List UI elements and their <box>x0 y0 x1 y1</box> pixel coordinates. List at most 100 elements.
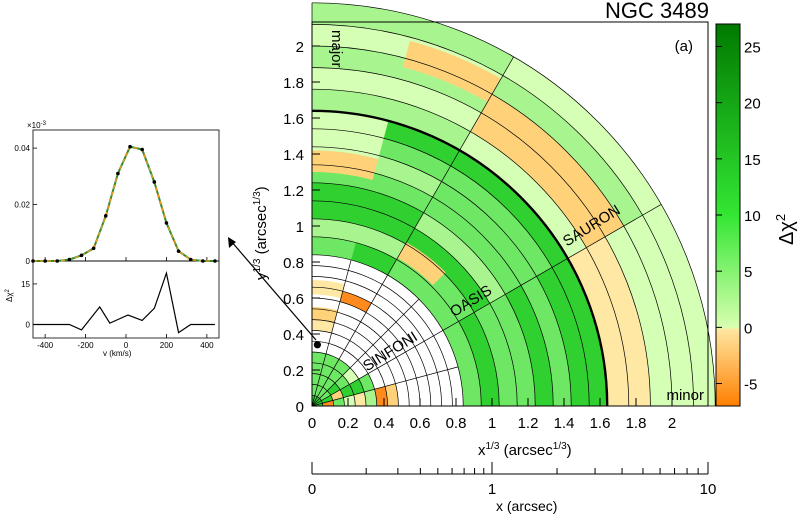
losvd-point <box>43 259 47 263</box>
y-tick-label: 0.8 <box>283 255 304 272</box>
y-tick-label: 0.2 <box>283 363 304 380</box>
ring-line <box>311 164 554 407</box>
secondary-axis: 0 1 10 x (arcsec) <box>308 462 717 514</box>
heatmap-cell <box>377 362 396 387</box>
heatmap-cell <box>397 242 446 286</box>
heatmap-cell <box>433 330 459 370</box>
heatmap-cell <box>355 321 381 345</box>
heatmap-cell <box>312 352 326 365</box>
inset-top-frame <box>32 129 220 262</box>
heatmap-cell <box>312 200 415 244</box>
spoke-line <box>311 366 459 407</box>
losvd-point <box>91 246 96 251</box>
heatmap-cell <box>402 40 501 103</box>
colorbar-tick-label: 15 <box>744 152 761 169</box>
losvd-point <box>116 171 120 176</box>
heatmap-cell <box>373 337 397 363</box>
heatmap-cell <box>441 165 553 277</box>
losvd-model-orange <box>33 146 215 262</box>
inset-top-y-tick-label: 0.04 <box>14 144 30 153</box>
inset-ticks: -400 -200 0 200 400 0 0.02 0.04 0 15 <box>14 144 214 350</box>
heatmap-cell <box>423 197 521 295</box>
heatmap-cell <box>312 384 318 396</box>
heatmap-cell <box>342 367 359 385</box>
y-tick-label: 0 <box>296 399 304 416</box>
y-tick-label: 0.6 <box>283 291 304 308</box>
ring-line <box>311 109 609 407</box>
heatmap-cell <box>364 389 377 406</box>
heatmap-cell <box>618 318 651 406</box>
heatmap-cell <box>320 364 334 378</box>
heatmap-cell <box>386 357 406 384</box>
inset-chart: -400 -200 0 200 400 0 0.02 0.04 0 15 ×10-3 Δχ2 v … <box>5 121 220 358</box>
heatmap-cell <box>403 306 434 342</box>
colorbar-label: Δχ2 <box>773 214 798 245</box>
heatmap-cell <box>426 372 442 406</box>
losvd-point <box>176 249 181 253</box>
heatmap-cell <box>312 319 335 333</box>
ring-line <box>311 45 673 407</box>
heatmap-cell <box>312 164 433 213</box>
heatmap-cell <box>321 395 333 404</box>
heatmap-cell <box>317 374 329 388</box>
secondary-tick-label: 10 <box>700 481 717 498</box>
heatmap-cell <box>312 265 349 281</box>
heatmap-cell <box>382 275 419 307</box>
heatmap-cell <box>405 346 427 379</box>
heatmap-cell <box>411 299 443 336</box>
heatmap-cell <box>424 335 448 373</box>
inset-x-tick-label: 400 <box>200 341 214 350</box>
ring-line <box>311 2 716 407</box>
sector-grid <box>311 2 716 407</box>
y-tick-label: 2 <box>296 39 304 56</box>
heatmap-cell <box>314 385 323 397</box>
x-tick-label: 1.6 <box>590 415 611 432</box>
ring-line <box>311 182 536 407</box>
heatmap-cell <box>343 394 356 406</box>
losvd-point <box>128 144 132 149</box>
heatmap-cell <box>312 218 406 260</box>
heatmap-cell <box>470 112 606 248</box>
colorbar-tick-label: 10 <box>744 208 761 225</box>
colorbar: -5 0 5 10 15 20 25 Δχ2 <box>715 23 798 407</box>
heatmap-cell <box>442 321 482 406</box>
colorbar-tick-label: 5 <box>744 264 752 281</box>
heatmap-cell <box>312 182 424 229</box>
y-axis-label: y1/3 (arcsec1/3) <box>252 186 270 280</box>
x-tick-label: 0 <box>308 415 316 432</box>
heatmap-cell <box>437 369 453 406</box>
heatmap-cell <box>405 228 490 313</box>
heatmap-cell <box>360 312 389 338</box>
y-tick-label: 1.8 <box>283 75 304 92</box>
losvd-point <box>152 180 157 184</box>
losvd-point <box>164 221 169 225</box>
x-tick-label: 2 <box>668 415 676 432</box>
pointer-arrow-head <box>228 237 236 248</box>
losvd-point <box>213 259 217 263</box>
heatmap-cell <box>492 75 643 226</box>
y-tick-label: 1.6 <box>283 111 304 128</box>
heatmap-cell <box>567 236 639 330</box>
heatmap-cell <box>312 362 324 375</box>
heatmap-cell <box>357 352 378 374</box>
main-chart: 0 0.2 0.4 0.6 0.8 1 1.2 1.4 1.6 1.8 2 0 0.2 0.4 0.6 0.… <box>252 0 716 459</box>
heatmap-cell <box>353 392 366 406</box>
heatmap-cell <box>474 303 518 406</box>
heatmap-cell <box>385 383 399 406</box>
inset-bottom-frame <box>32 260 220 339</box>
inset-exponent-label: ×10-3 <box>27 121 47 130</box>
heatmap-cell <box>368 368 386 390</box>
y-tick-label: 1.2 <box>283 183 304 200</box>
heatmap-cell <box>349 331 374 353</box>
delta-chi2-line <box>33 270 215 334</box>
heatmap-cell <box>552 258 608 406</box>
heatmap-cells <box>312 2 716 407</box>
heatmap-cell <box>396 314 425 347</box>
heatmap-cell <box>342 280 377 304</box>
heatmap-cell <box>312 254 352 271</box>
heatmap-cell <box>432 181 537 286</box>
heatmap-cell <box>376 284 412 315</box>
inset-x-tick-label: 200 <box>160 341 174 350</box>
heatmap-cell <box>396 352 417 381</box>
